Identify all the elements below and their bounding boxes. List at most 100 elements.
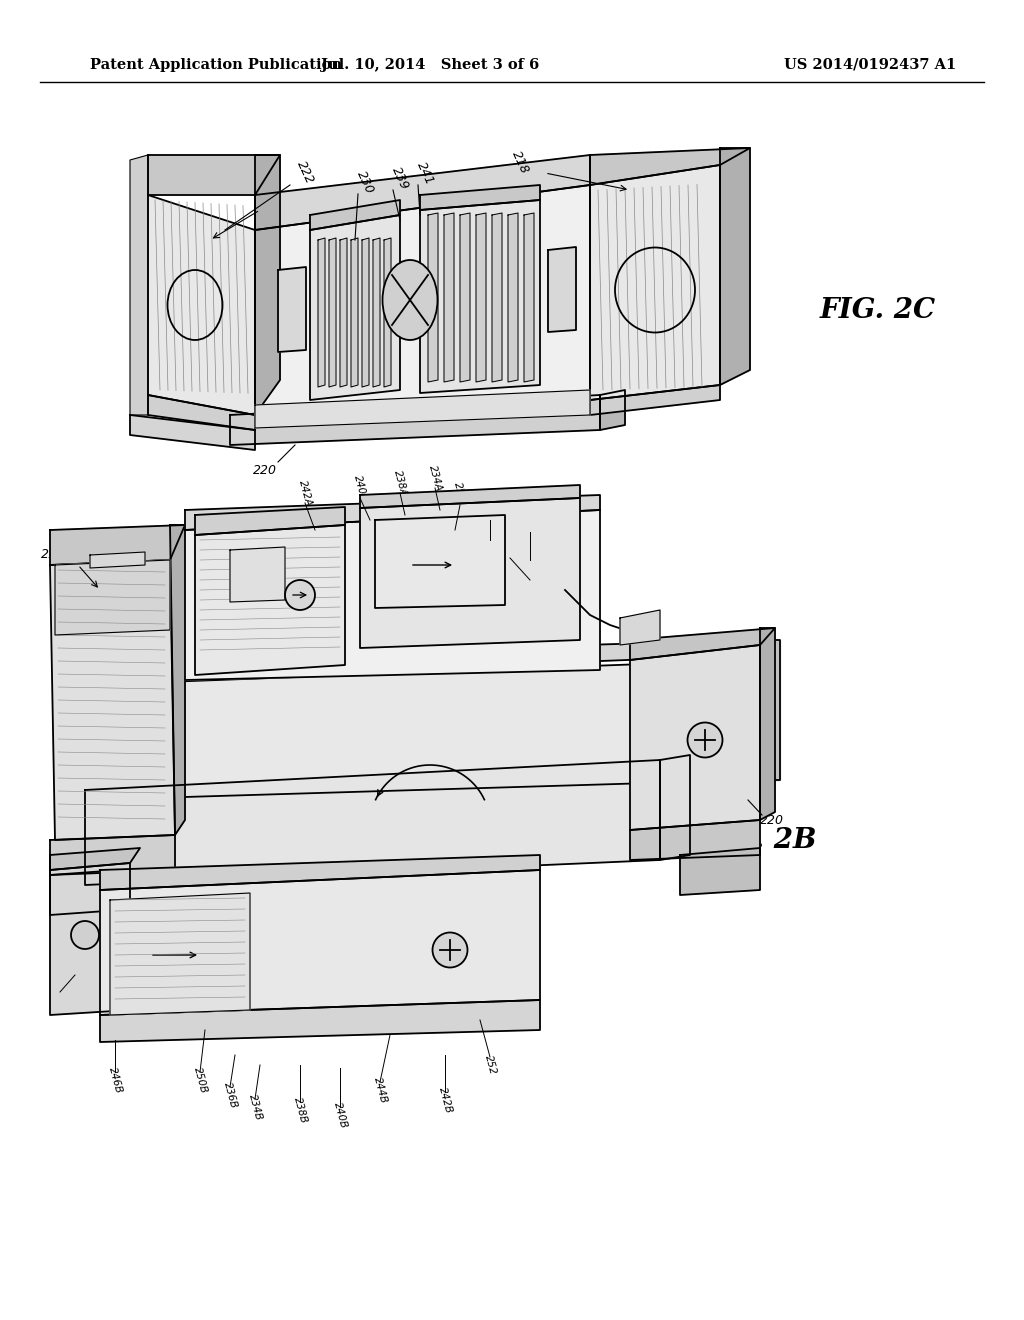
Text: 238A: 238A xyxy=(391,469,409,498)
Polygon shape xyxy=(50,525,185,565)
Polygon shape xyxy=(373,238,380,387)
Polygon shape xyxy=(50,847,140,870)
Polygon shape xyxy=(590,385,720,414)
Polygon shape xyxy=(100,1001,540,1041)
Polygon shape xyxy=(230,395,600,445)
Polygon shape xyxy=(130,414,255,450)
Polygon shape xyxy=(255,389,590,428)
Polygon shape xyxy=(375,515,505,609)
Text: 230: 230 xyxy=(354,169,376,195)
Polygon shape xyxy=(460,213,470,381)
Polygon shape xyxy=(630,645,760,830)
Polygon shape xyxy=(548,247,575,333)
Text: Patent Application Publication: Patent Application Publication xyxy=(90,58,342,73)
Polygon shape xyxy=(590,148,750,185)
Text: 242B: 242B xyxy=(436,1085,454,1114)
Text: 236B: 236B xyxy=(221,1081,239,1109)
Polygon shape xyxy=(185,495,600,531)
Text: 244A: 244A xyxy=(228,601,261,614)
Text: 218: 218 xyxy=(41,549,65,561)
Text: 248A: 248A xyxy=(502,533,518,562)
Ellipse shape xyxy=(285,579,315,610)
Polygon shape xyxy=(384,238,391,387)
Polygon shape xyxy=(476,213,486,381)
Polygon shape xyxy=(170,525,185,836)
Polygon shape xyxy=(50,836,175,875)
Polygon shape xyxy=(360,484,580,508)
Polygon shape xyxy=(148,154,280,195)
Text: 220: 220 xyxy=(760,813,784,826)
Text: 222: 222 xyxy=(294,158,316,186)
Text: 238B: 238B xyxy=(292,1096,308,1125)
Text: 240B: 240B xyxy=(332,1101,348,1130)
Polygon shape xyxy=(85,660,750,800)
Text: US 2014/0192437 A1: US 2014/0192437 A1 xyxy=(784,58,956,73)
Text: 235: 235 xyxy=(213,533,237,546)
Polygon shape xyxy=(590,165,720,400)
Text: 239: 239 xyxy=(389,165,411,191)
Polygon shape xyxy=(329,238,336,387)
Text: 234A: 234A xyxy=(427,463,443,492)
Polygon shape xyxy=(630,628,775,660)
Polygon shape xyxy=(362,238,369,387)
Polygon shape xyxy=(760,628,775,820)
Polygon shape xyxy=(55,560,170,635)
Text: 242A: 242A xyxy=(297,479,313,507)
Text: 246A: 246A xyxy=(521,508,539,536)
Polygon shape xyxy=(620,610,660,645)
Polygon shape xyxy=(428,213,438,381)
Polygon shape xyxy=(630,820,760,861)
Polygon shape xyxy=(185,510,600,680)
Polygon shape xyxy=(195,507,345,535)
Text: 236A: 236A xyxy=(481,496,499,524)
Polygon shape xyxy=(100,870,540,1015)
Polygon shape xyxy=(750,640,780,780)
Polygon shape xyxy=(255,154,590,230)
Text: 240A: 240A xyxy=(351,474,369,503)
Text: 248B: 248B xyxy=(51,986,69,1014)
Text: 250A: 250A xyxy=(452,480,468,510)
Text: 250B: 250B xyxy=(191,1065,208,1094)
Polygon shape xyxy=(50,870,120,915)
Polygon shape xyxy=(360,498,580,648)
Polygon shape xyxy=(50,863,130,1015)
Polygon shape xyxy=(130,154,148,414)
Polygon shape xyxy=(340,238,347,387)
Text: FIG. 2B: FIG. 2B xyxy=(700,826,817,854)
Polygon shape xyxy=(90,552,145,568)
Text: Jul. 10, 2014   Sheet 3 of 6: Jul. 10, 2014 Sheet 3 of 6 xyxy=(321,58,539,73)
Text: 244B: 244B xyxy=(372,1076,388,1105)
Text: 252: 252 xyxy=(482,1055,498,1076)
Polygon shape xyxy=(351,238,358,387)
Text: 241: 241 xyxy=(414,160,436,186)
Polygon shape xyxy=(444,213,454,381)
Polygon shape xyxy=(492,213,502,381)
Polygon shape xyxy=(600,389,625,430)
Polygon shape xyxy=(85,760,660,884)
Ellipse shape xyxy=(687,722,723,758)
Text: 246B: 246B xyxy=(106,1065,123,1094)
Polygon shape xyxy=(310,201,400,230)
Ellipse shape xyxy=(432,932,468,968)
Polygon shape xyxy=(195,525,345,675)
Polygon shape xyxy=(230,546,285,602)
Polygon shape xyxy=(420,185,540,210)
Polygon shape xyxy=(660,755,690,861)
Polygon shape xyxy=(255,154,280,414)
Polygon shape xyxy=(310,215,400,400)
Polygon shape xyxy=(318,238,325,387)
Text: 218: 218 xyxy=(509,148,531,176)
Polygon shape xyxy=(524,213,534,381)
Polygon shape xyxy=(110,894,250,1015)
Polygon shape xyxy=(508,213,518,381)
Polygon shape xyxy=(100,855,540,890)
Text: 220: 220 xyxy=(253,463,278,477)
Polygon shape xyxy=(420,201,540,393)
Polygon shape xyxy=(85,640,760,680)
Polygon shape xyxy=(50,560,175,840)
Polygon shape xyxy=(720,148,750,385)
Polygon shape xyxy=(148,195,255,414)
Ellipse shape xyxy=(383,260,437,341)
Text: 230: 230 xyxy=(183,564,207,577)
Polygon shape xyxy=(680,847,760,895)
